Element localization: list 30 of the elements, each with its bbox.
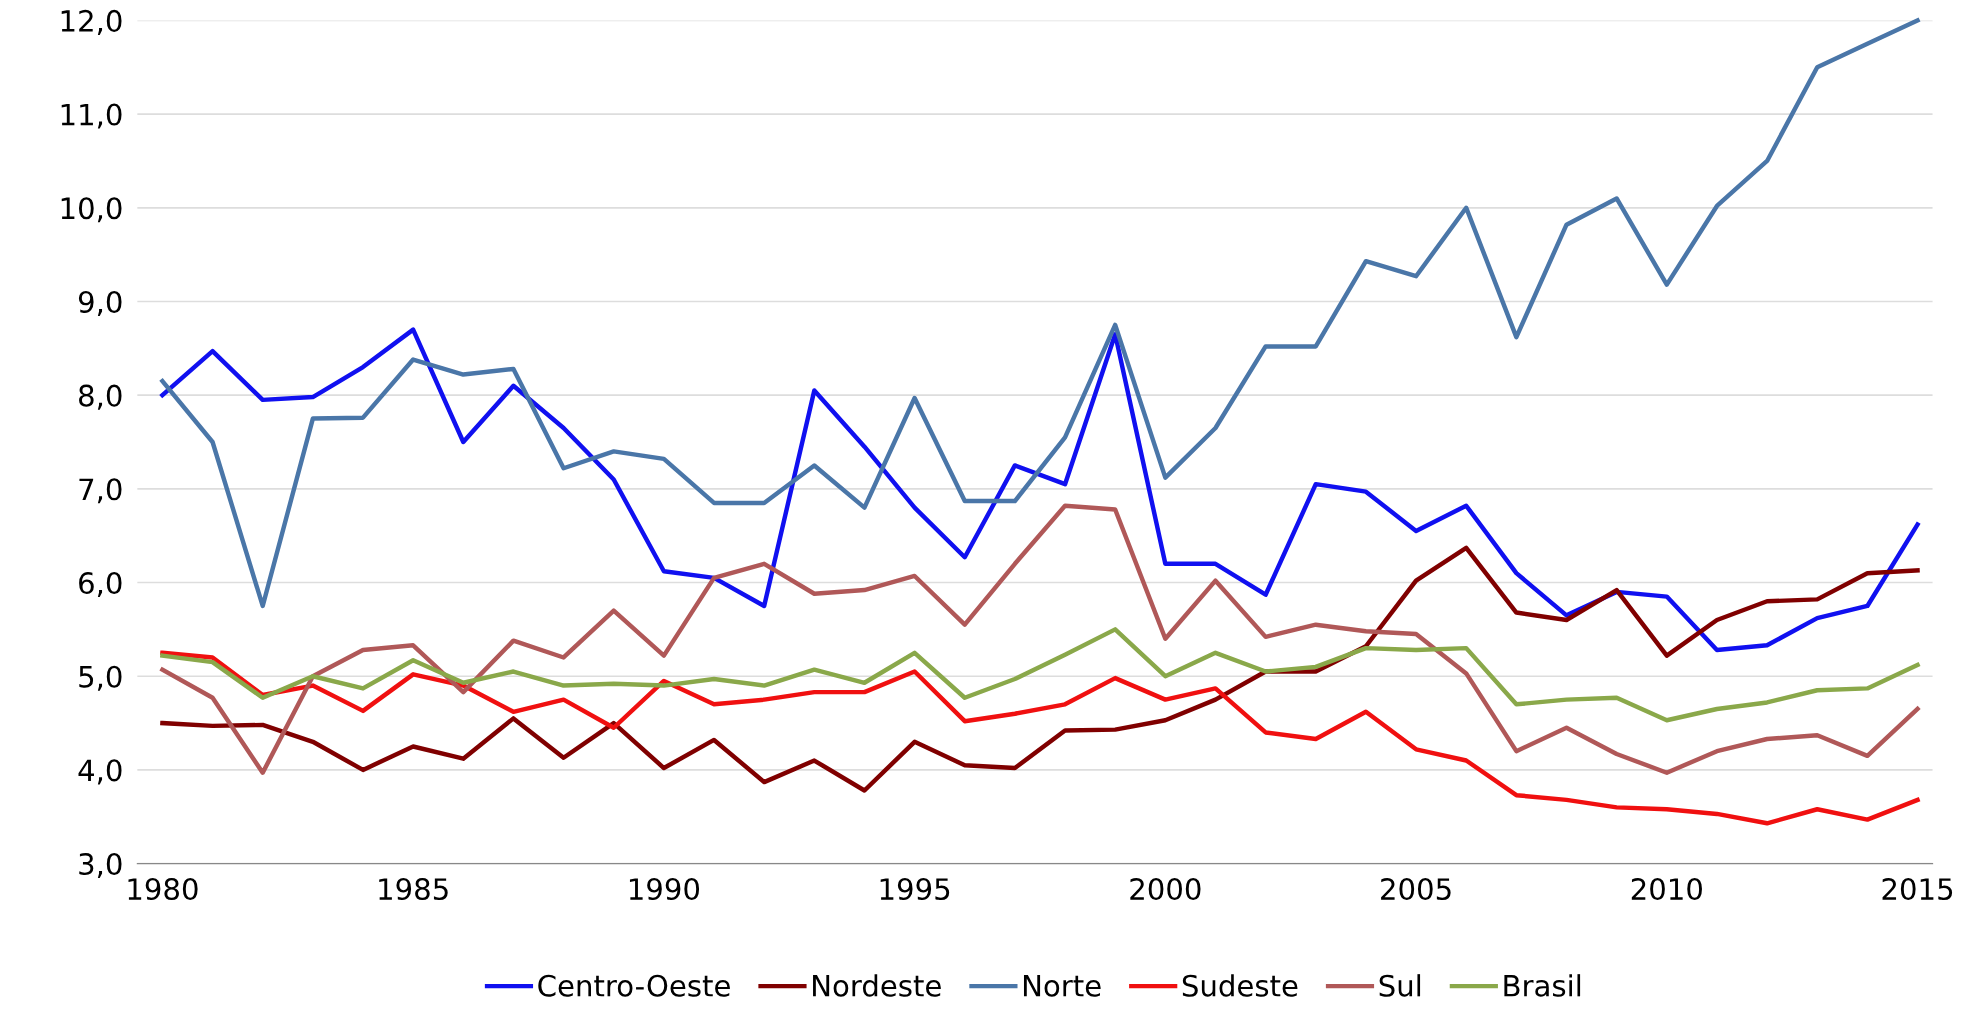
line-series [160, 545, 1920, 793]
x-tick-label: 1995 [880, 877, 950, 901]
legend-label: Sul [1379, 974, 1421, 997]
legend-label: Norte [1023, 975, 1101, 997]
line-series [160, 627, 1920, 723]
line-series [160, 503, 1920, 775]
x-tick-label: 1980 [128, 877, 198, 901]
y-tick-label: 10,0 [61, 197, 122, 223]
x-tick-label: 2000 [1130, 877, 1201, 901]
line-series [160, 650, 1920, 826]
y-tick-label: 6,0 [79, 571, 122, 598]
x-tick-label: 2005 [1381, 877, 1451, 901]
legend-label: Nordeste [813, 974, 941, 997]
line-series [160, 18, 1920, 609]
y-tick-label: 4,0 [78, 759, 122, 785]
y-tick-label: 5,0 [79, 665, 122, 691]
y-tick-label: 3,0 [79, 853, 122, 879]
y-tick-label: 7,0 [79, 478, 122, 504]
y-tick-label: 8,0 [79, 384, 122, 410]
x-tick-label: 1990 [629, 877, 700, 901]
legend-label: Brasil [1504, 974, 1581, 997]
line-series [160, 327, 1920, 653]
legend-label: Centro-Oeste [538, 974, 730, 997]
x-tick-label: 2010 [1631, 877, 1702, 901]
y-tick-label: 11,0 [61, 103, 122, 129]
y-tick-label: 12,0 [61, 9, 122, 35]
x-tick-label: 2015 [1882, 877, 1953, 901]
x-tick-label: 1985 [379, 877, 448, 901]
y-tick-label: 9,0 [78, 290, 122, 316]
legend-label: Sudeste [1182, 974, 1298, 997]
